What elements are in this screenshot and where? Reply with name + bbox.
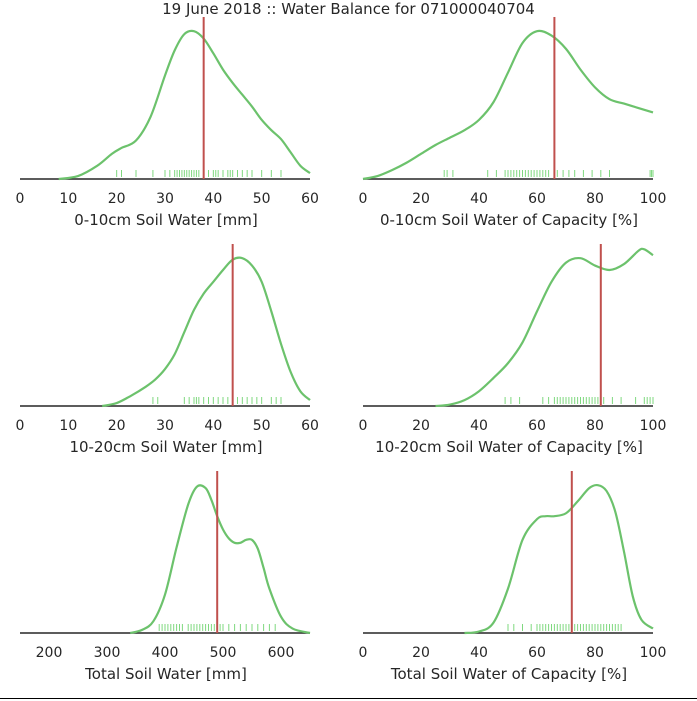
x-axis-label: 0-10cm Soil Water [mm] (74, 211, 258, 229)
x-tick-label: 0 (359, 645, 368, 661)
x-tick-label: 60 (528, 645, 546, 661)
panel-5: 200 300 400 500 600 Total Soil Water [mm] (20, 471, 311, 683)
x-tick-label: 0 (16, 418, 25, 434)
panel-4: 0 20 40 60 80 100 10-20cm Soil Water of Capaci… (359, 244, 667, 456)
panel-3: 0 10 20 30 40 50 60 10-20cm Soil Water [mm] (16, 244, 319, 456)
x-tick-label: 30 (156, 418, 174, 434)
x-tick-label: 80 (586, 645, 604, 661)
x-tick-label: 20 (412, 645, 430, 661)
kde-curve (362, 29, 654, 181)
x-tick-label: 60 (528, 191, 546, 207)
x-tick-label: 10 (59, 191, 77, 207)
x-tick-label: 60 (301, 418, 319, 434)
bottom-border (0, 698, 697, 699)
x-axis-label: Total Soil Water of Capacity [%] (390, 665, 627, 683)
x-tick-label: 0 (359, 191, 368, 207)
x-tick-label: 10 (59, 418, 77, 434)
x-tick-label: 50 (253, 191, 271, 207)
x-tick-label: 40 (470, 418, 488, 434)
x-tick-label: 20 (412, 418, 430, 434)
x-tick-label: 50 (253, 418, 271, 434)
x-tick-label: 60 (528, 418, 546, 434)
x-tick-label: 40 (470, 645, 488, 661)
kde-curve (129, 484, 311, 635)
x-tick-label: 300 (94, 645, 121, 661)
x-tick-label: 0 (16, 191, 25, 207)
x-tick-label: 100 (640, 418, 667, 434)
figure-title: 19 June 2018 :: Water Balance for 071000… (162, 0, 535, 18)
panel-6: 0 20 40 60 80 100 Total Soil Water of Capacity… (359, 471, 667, 683)
x-tick-label: 30 (156, 191, 174, 207)
kde-curve (58, 29, 311, 181)
x-tick-label: 400 (152, 645, 179, 661)
kde-curve (435, 247, 654, 408)
x-tick-label: 500 (210, 645, 237, 661)
x-tick-label: 40 (204, 418, 222, 434)
panel-2: 0 20 40 60 80 1000-10cm Soil Water of Capacit… (359, 17, 667, 229)
x-tick-label: 600 (268, 645, 295, 661)
x-tick-label: 40 (204, 191, 222, 207)
x-tick-label: 80 (586, 418, 604, 434)
x-tick-label: 100 (640, 645, 667, 661)
x-tick-label: 20 (108, 418, 126, 434)
panel-1: 0 10 20 30 40 50 60 0-10cm Soil Water [mm] (16, 17, 319, 229)
kde-curve (101, 256, 311, 408)
x-tick-label: 100 (640, 191, 667, 207)
x-axis-label: 10-20cm Soil Water [mm] (69, 438, 262, 456)
x-tick-label: 80 (586, 191, 604, 207)
x-tick-label: 0 (359, 418, 368, 434)
x-tick-label: 20 (108, 191, 126, 207)
x-tick-label: 200 (36, 645, 63, 661)
x-tick-label: 20 (412, 191, 430, 207)
x-axis-label: Total Soil Water [mm] (84, 665, 247, 683)
kde-curve (464, 483, 654, 635)
x-axis-label: 10-20cm Soil Water of Capacity [%] (375, 438, 643, 456)
x-tick-label: 60 (301, 191, 319, 207)
x-axis-label: 0-10cm Soil Water of Capacity [%] (380, 211, 638, 229)
x-tick-label: 40 (470, 191, 488, 207)
